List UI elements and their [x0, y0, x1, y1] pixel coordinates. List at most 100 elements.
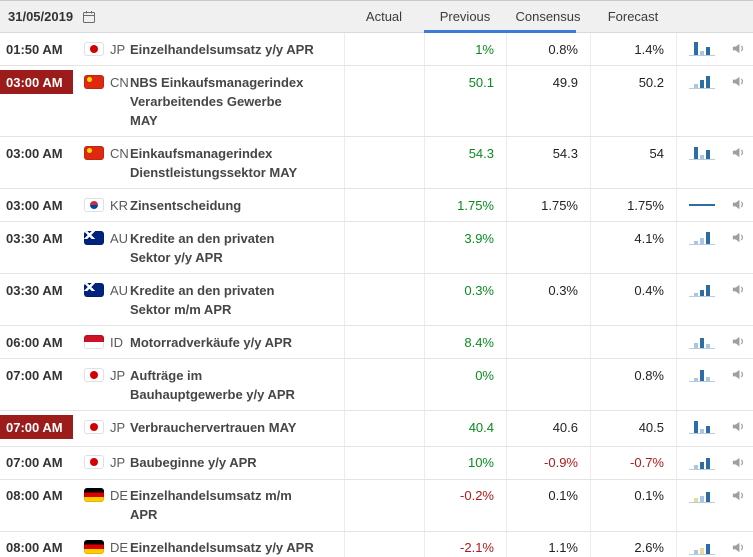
country-code: JP — [110, 367, 126, 383]
table-row[interactable]: 07:00 AM JP Baubeginne y/y APR 10% -0.9%… — [0, 446, 753, 480]
event-name[interactable]: Einzelhandelsumsatz y/y APR — [130, 540, 314, 555]
table-row[interactable]: 03:00 AM KR Zinsentscheidung 1.75% 1.75%… — [0, 189, 753, 222]
event-name[interactable]: Einzelhandelsumsatz m/m APR — [130, 488, 292, 522]
alert-cell[interactable] — [726, 359, 753, 410]
consensus-value: 0.8% — [506, 33, 590, 65]
event-name[interactable]: Einzelhandelsumsatz y/y APR — [130, 41, 314, 57]
consensus-value — [506, 359, 590, 410]
event-name[interactable]: Zinsentscheidung — [130, 197, 242, 213]
event-time: 07:00 AM — [0, 415, 73, 439]
country-code: AU — [110, 230, 129, 246]
forecast-value: 4.1% — [590, 222, 676, 273]
country-cell: KR — [84, 189, 130, 221]
alert-cell[interactable] — [726, 66, 753, 136]
event-name[interactable]: Kredite an den privaten Sektor y/y APR — [130, 230, 275, 265]
table-row[interactable]: 07:00 AM JP Verbrauchervertrauen MAY 40.… — [0, 411, 753, 447]
actual-value — [344, 189, 424, 221]
table-row[interactable]: 03:00 AM CN NBS Einkaufsmanagerindex Ver… — [0, 66, 753, 137]
table-row[interactable]: 03:30 AM AU Kredite an den privaten Sekt… — [0, 274, 753, 326]
country-cell: DE — [84, 532, 130, 557]
mini-chart-icon — [688, 42, 715, 56]
speaker-icon — [732, 147, 743, 158]
event-name[interactable]: Kredite an den privaten Sektor m/m APR — [130, 282, 275, 317]
mini-chart-cell[interactable] — [676, 479, 726, 531]
event-time-cell: 01:50 AM — [0, 33, 84, 65]
speaker-icon — [732, 232, 743, 243]
event-time: 08:00 AM — [6, 540, 63, 555]
country-flag-icon — [84, 488, 104, 502]
mini-chart-cell[interactable] — [676, 66, 726, 136]
mini-chart-cell[interactable] — [676, 446, 726, 479]
speaker-icon — [732, 284, 743, 295]
mini-chart-cell[interactable] — [676, 189, 726, 221]
mini-chart-cell[interactable] — [676, 359, 726, 410]
speaker-icon — [732, 336, 743, 347]
country-flag-icon — [84, 455, 104, 469]
mini-chart-cell[interactable] — [676, 411, 726, 446]
country-code: CN — [110, 145, 129, 161]
event-time: 08:00 AM — [6, 488, 63, 503]
country-cell: CN — [84, 66, 130, 136]
alert-cell[interactable] — [726, 189, 753, 221]
mini-chart-cell[interactable] — [676, 33, 726, 65]
mini-chart-icon — [688, 456, 715, 470]
column-header-previous: Previous — [439, 9, 491, 24]
table-row[interactable]: 03:30 AM AU Kredite an den privaten Sekt… — [0, 222, 753, 274]
calendar-header: 31/05/2019 Actual Previous Consensus For… — [0, 1, 753, 33]
alert-cell[interactable] — [726, 137, 753, 188]
actual-value — [344, 66, 424, 136]
table-row[interactable]: 06:00 AM ID Motorradverkäufe y/y APR 8.4… — [0, 326, 753, 359]
event-time-cell: 03:00 AM — [0, 66, 84, 136]
previous-value: 54.3 — [424, 137, 506, 188]
table-row[interactable]: 03:00 AM CN Einkaufsmanagerindex Dienstl… — [0, 137, 753, 189]
alert-cell[interactable] — [726, 447, 753, 479]
event-time: 03:30 AM — [6, 230, 63, 246]
table-row[interactable]: 08:00 AM DE Einzelhandelsumsatz m/m APR … — [0, 479, 753, 532]
table-row[interactable]: 07:00 AM JP Aufträge im Bauhauptgewerbe … — [0, 359, 753, 411]
alert-cell[interactable] — [726, 532, 753, 557]
mini-chart-cell[interactable] — [676, 137, 726, 188]
mini-chart-icon — [688, 541, 715, 555]
event-time-cell: 06:00 AM — [0, 326, 84, 358]
event-name[interactable]: Verbrauchervertrauen MAY — [130, 419, 297, 435]
event-time: 06:00 AM — [6, 334, 63, 350]
speaker-icon — [732, 457, 743, 467]
mini-chart-icon — [689, 198, 715, 212]
country-flag-icon — [84, 540, 104, 554]
event-time: 03:30 AM — [6, 282, 63, 298]
table-row[interactable]: 01:50 AM JP Einzelhandelsumsatz y/y APR … — [0, 33, 753, 66]
alert-cell[interactable] — [726, 222, 753, 273]
event-time-cell: 07:00 AM — [0, 411, 84, 446]
mini-chart-icon — [688, 283, 715, 297]
event-name[interactable]: Aufträge im Bauhauptgewerbe y/y APR — [130, 367, 295, 402]
country-cell: JP — [84, 411, 130, 446]
country-cell: AU — [84, 222, 130, 273]
header-accent-underline — [424, 30, 576, 33]
mini-chart-cell[interactable] — [676, 326, 726, 358]
event-time-cell: 03:00 AM — [0, 189, 84, 221]
alert-cell[interactable] — [726, 480, 753, 531]
mini-chart-icon — [688, 231, 715, 245]
event-name[interactable]: Motorradverkäufe y/y APR — [130, 334, 293, 350]
alert-cell[interactable] — [726, 326, 753, 358]
event-name[interactable]: Baubeginne y/y APR — [130, 455, 257, 470]
event-name[interactable]: NBS Einkaufsmanagerindex Verarbeitendes … — [130, 74, 304, 128]
consensus-value: 54.3 — [506, 137, 590, 188]
consensus-value: 0.3% — [506, 274, 590, 325]
mini-chart-cell[interactable] — [676, 274, 726, 325]
event-time-cell: 03:30 AM — [0, 274, 84, 325]
country-code: JP — [110, 419, 126, 435]
mini-chart-cell[interactable] — [676, 531, 726, 557]
table-row[interactable]: 08:00 AM DE Einzelhandelsumsatz y/y APR … — [0, 531, 753, 557]
actual-value — [344, 531, 424, 557]
calendar-icon[interactable] — [82, 10, 96, 24]
mini-chart-cell[interactable] — [676, 222, 726, 273]
alert-cell[interactable] — [726, 274, 753, 325]
calendar-date-wrap: 31/05/2019 — [0, 9, 344, 24]
alert-cell[interactable] — [726, 411, 753, 446]
consensus-value: 40.6 — [506, 411, 590, 446]
event-name[interactable]: Einkaufsmanagerindex Dienstleistungssekt… — [130, 145, 298, 180]
forecast-value: 2.6% — [590, 531, 676, 557]
alert-cell[interactable] — [726, 33, 753, 65]
